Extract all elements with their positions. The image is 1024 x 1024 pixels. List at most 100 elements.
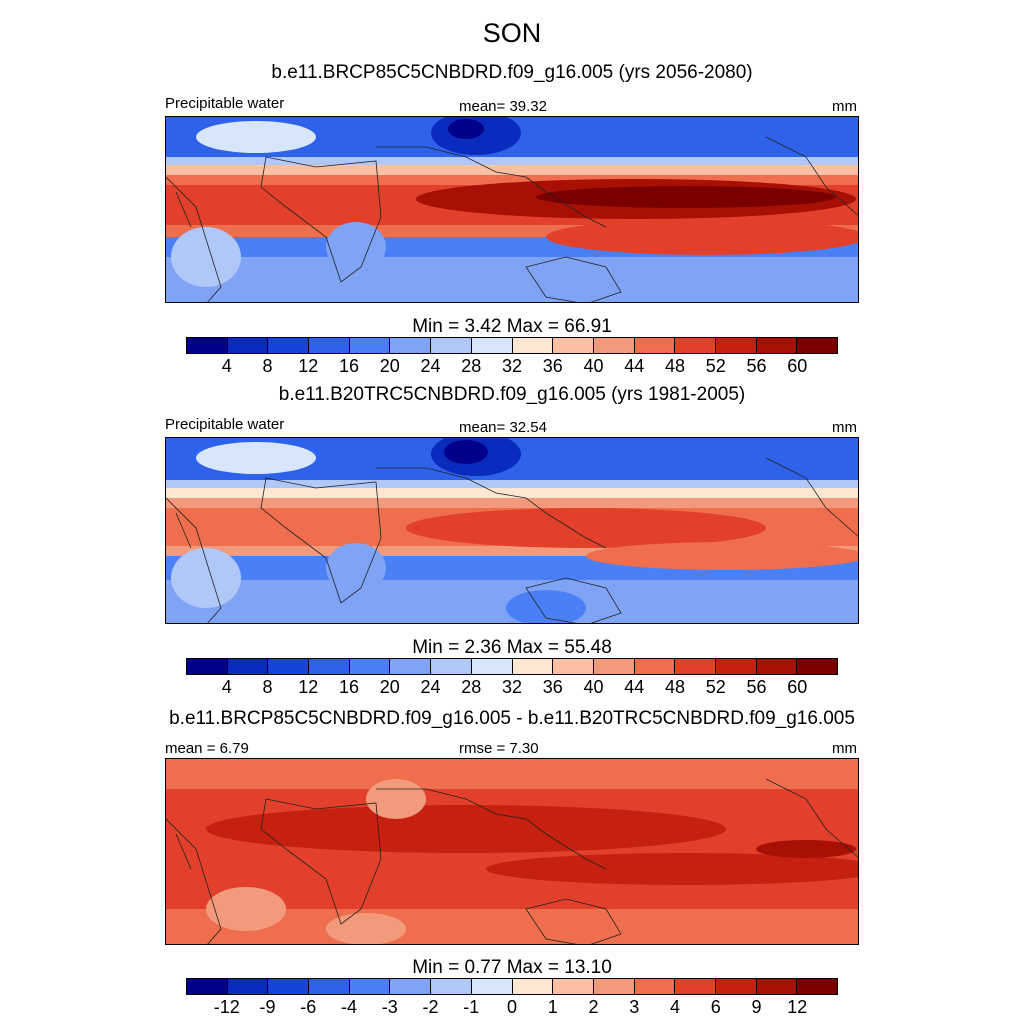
colorbar-cell bbox=[675, 979, 716, 994]
colorbar-tick-label: -9 bbox=[259, 997, 276, 1017]
colorbar-cell bbox=[227, 659, 269, 674]
panel-1-variable-label: Precipitable water bbox=[165, 95, 285, 112]
colorbar-tick-label: 6 bbox=[710, 997, 721, 1017]
colorbar-tick-label: 44 bbox=[624, 356, 645, 376]
colorbar-cell bbox=[471, 979, 513, 994]
colorbar-cell bbox=[553, 979, 594, 994]
colorbar-tick-label: -4 bbox=[340, 997, 358, 1017]
colorbar-cell bbox=[268, 659, 310, 674]
colorbar-cell bbox=[715, 338, 757, 353]
colorbar-cell bbox=[756, 338, 798, 353]
colorbar-cell bbox=[512, 338, 554, 353]
colorbar-cell bbox=[390, 338, 432, 353]
colorbar-cell bbox=[309, 659, 350, 674]
colorbar-tick-label: 4 bbox=[221, 677, 232, 697]
colorbar-tick-label: 12 bbox=[298, 356, 319, 376]
colorbar-cell bbox=[512, 979, 554, 994]
colorbar-cell bbox=[268, 979, 310, 994]
panel-1-colorbar bbox=[186, 337, 838, 354]
colorbar-cell bbox=[390, 659, 432, 674]
colorbar-cell bbox=[715, 659, 757, 674]
colorbar-tick-label: -2 bbox=[422, 997, 439, 1017]
colorbar-cell bbox=[227, 979, 269, 994]
colorbar-cell bbox=[309, 338, 350, 353]
colorbar-cell bbox=[797, 659, 837, 674]
figure-title: SON bbox=[482, 18, 542, 48]
panel-3-title: b.e11.BRCP85C5CNBDRD.f09_g16.005 - b.e11… bbox=[169, 708, 855, 729]
colorbar-tick-label: 20 bbox=[379, 677, 400, 697]
colorbar-tick-label: 56 bbox=[746, 677, 767, 697]
panel-2-mean-label: mean= 32.54 bbox=[459, 419, 547, 436]
colorbar-cell bbox=[675, 338, 716, 353]
panel-2-units-label: mm bbox=[832, 419, 857, 436]
colorbar-cell bbox=[431, 338, 472, 353]
colorbar-tick-label: 36 bbox=[542, 356, 563, 376]
colorbar-tick-label: 8 bbox=[262, 677, 273, 697]
colorbar-tick-label: 48 bbox=[664, 356, 686, 376]
colorbar-cell bbox=[390, 979, 432, 994]
colorbar-tick-label: -3 bbox=[381, 997, 398, 1017]
colorbar-cell bbox=[634, 338, 676, 353]
colorbar-cell bbox=[187, 338, 228, 353]
colorbar-tick-label: 44 bbox=[624, 677, 645, 697]
colorbar-tick-label: 60 bbox=[787, 356, 808, 376]
colorbar-tick-label: 56 bbox=[746, 356, 767, 376]
colorbar-cell bbox=[593, 979, 635, 994]
colorbar-cell bbox=[756, 979, 798, 994]
colorbar-tick-label: 52 bbox=[705, 677, 726, 697]
panel-3-units-label: mm bbox=[832, 740, 857, 757]
colorbar-cell bbox=[471, 659, 513, 674]
colorbar-tick-label: 60 bbox=[787, 677, 808, 697]
panel-3-rmse-label: rmse = 7.30 bbox=[459, 740, 539, 757]
colorbar-tick-label: 24 bbox=[420, 356, 441, 376]
colorbar-tick-label: 40 bbox=[583, 356, 604, 376]
colorbar-tick-label: 40 bbox=[583, 677, 604, 697]
colorbar-tick-label: 1 bbox=[547, 997, 558, 1017]
colorbar-cell bbox=[715, 979, 757, 994]
colorbar-tick-label: 2 bbox=[588, 997, 599, 1017]
colorbar-tick-label: 4 bbox=[221, 356, 232, 376]
colorbar-tick-label: 3 bbox=[629, 997, 640, 1017]
colorbar-tick-label: 16 bbox=[338, 356, 360, 376]
colorbar-cell bbox=[553, 659, 594, 674]
colorbar-cell bbox=[309, 979, 350, 994]
panel-2-variable-label: Precipitable water bbox=[165, 416, 285, 433]
colorbar-cell bbox=[797, 338, 837, 353]
colorbar-cell bbox=[227, 338, 269, 353]
colorbar-tick-label: 52 bbox=[705, 356, 726, 376]
colorbar-cell bbox=[797, 979, 837, 994]
colorbar-tick-label: 4 bbox=[669, 997, 681, 1017]
colorbar-cell bbox=[187, 659, 228, 674]
panel-1-mean-label: mean= 39.32 bbox=[459, 98, 547, 115]
panel-1-units-label: mm bbox=[832, 98, 857, 115]
colorbar-tick-label: 8 bbox=[262, 356, 273, 376]
colorbar-cell bbox=[553, 338, 594, 353]
colorbar-cell bbox=[431, 659, 472, 674]
colorbar-tick-label: 36 bbox=[542, 677, 563, 697]
panel-2-title: b.e11.B20TRC5CNBDRD.f09_g16.005 (yrs 198… bbox=[278, 384, 746, 405]
colorbar-cell bbox=[593, 338, 635, 353]
colorbar-cell bbox=[349, 659, 391, 674]
colorbar-tick-label: 24 bbox=[420, 677, 441, 697]
colorbar-tick-label: 48 bbox=[664, 677, 686, 697]
colorbar-tick-label: 28 bbox=[461, 356, 482, 376]
colorbar-tick-label: 28 bbox=[461, 677, 482, 697]
colorbar-tick-label: 32 bbox=[501, 356, 523, 376]
panel-3-min-max: Min = 0.77 Max = 13.10 bbox=[412, 957, 612, 978]
colorbar-tick-label: 12 bbox=[787, 997, 808, 1017]
colorbar-tick-label: 12 bbox=[298, 677, 319, 697]
panel-2-colorbar bbox=[186, 658, 838, 675]
panel-2-map bbox=[165, 437, 859, 624]
panel-1-map bbox=[165, 116, 859, 303]
panel-2-min-max: Min = 2.36 Max = 55.48 bbox=[412, 637, 612, 658]
colorbar-cell bbox=[431, 979, 472, 994]
panel-3-map bbox=[165, 758, 859, 945]
colorbar-cell bbox=[593, 659, 635, 674]
colorbar-cell bbox=[268, 338, 310, 353]
panel-1-title: b.e11.BRCP85C5CNBDRD.f09_g16.005 (yrs 20… bbox=[271, 62, 753, 83]
panel-1-min-max: Min = 3.42 Max = 66.91 bbox=[412, 316, 612, 337]
colorbar-cell bbox=[634, 979, 676, 994]
colorbar-cell bbox=[756, 659, 798, 674]
colorbar-cell bbox=[471, 338, 513, 353]
colorbar-tick-label: 32 bbox=[501, 677, 523, 697]
